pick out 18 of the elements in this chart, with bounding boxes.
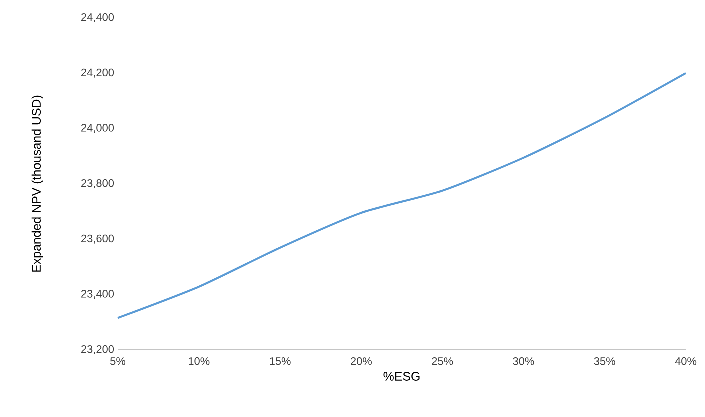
x-tick-label: 30%: [513, 358, 534, 366]
y-tick-label: 23,800: [82, 179, 114, 189]
x-axis-title: %ESG: [384, 372, 420, 381]
x-tick-label: 40%: [675, 358, 697, 366]
y-tick-label: 24,400: [82, 13, 114, 23]
y-tick-label: 23,400: [82, 290, 114, 300]
x-tick-label: 15%: [270, 358, 291, 366]
y-tick-label: 24,200: [82, 68, 114, 78]
x-tick-label: 5%: [110, 358, 126, 366]
line-series: [117, 72, 688, 320]
y-tick-label: 23,600: [82, 234, 114, 244]
y-tick-label: 23,200: [82, 345, 114, 355]
x-tick-label: 10%: [189, 358, 210, 366]
x-tick-label: 35%: [594, 358, 616, 366]
x-tick-label: 25%: [432, 358, 454, 366]
y-axis-title: Expanded NPV (thousand USD): [32, 96, 44, 272]
y-tick-label: 24,000: [82, 124, 114, 134]
x-tick-label: 20%: [351, 358, 372, 366]
